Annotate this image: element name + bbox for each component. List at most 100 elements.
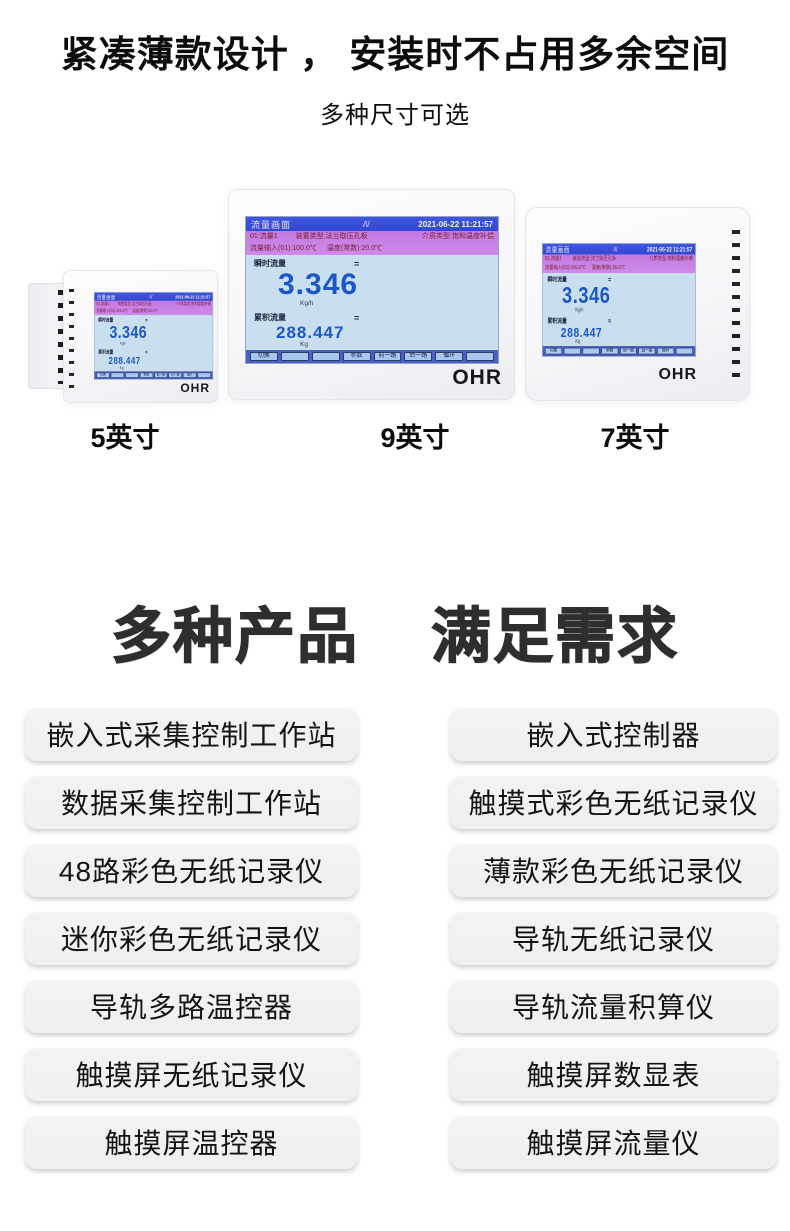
flow-input-label: 流量输入(01):100.0℃ [96, 309, 128, 314]
total-flow-unit: Kg [300, 341, 308, 348]
flow-input-label: 流量输入(01):100.0℃ [545, 265, 586, 271]
total-flow-row: 累积流量 = [98, 349, 209, 356]
info-row-2: 流量输入(01):100.0℃ 温度(常数):20.0℃ [96, 308, 210, 315]
blank-button [311, 352, 340, 361]
size-label-9inch: 9英寸 [380, 423, 450, 453]
screen-info-band: 01:流量1 装置类型:法兰取压孔板 介质类型:饱和温度补偿 流量输入(01):… [542, 254, 696, 273]
blank-button [125, 372, 139, 378]
product-button-din-rail-flow-totalizer[interactable]: 导轨流量积算仪 [450, 979, 777, 1033]
screen-datetime: 2021-06-22 11:21:57 [646, 245, 693, 253]
total-flow-row: 累积流量 = [547, 317, 690, 325]
device-9inch: 流量画面 N 2021-06-22 11:21:57 01:流量1 装置类型:法… [228, 189, 515, 400]
medium-type-label: 介质类型:饱和温度补偿 [649, 256, 693, 262]
device-type-label: 装置类型:法兰取压孔板 [572, 256, 617, 262]
ohr-logo: OHR [658, 366, 697, 383]
product-button-touchscreen-digital-display[interactable]: 触摸屏数显表 [450, 1047, 777, 1101]
info-row-2: 流量输入(01):100.0℃ 温度(常数):20.0℃ [545, 264, 693, 273]
product-button-touch-color-paperless-recorder[interactable]: 触摸式彩色无纸记录仪 [450, 775, 777, 829]
params-button: 参数 [342, 352, 371, 361]
product-button-embedded-controller[interactable]: 嵌入式控制器 [450, 707, 777, 761]
section-heading-right: 满足需求 [430, 602, 679, 670]
product-button-din-rail-multichannel-temp-controller[interactable]: 导轨多路温控器 [25, 979, 358, 1033]
product-column-left: 嵌入式采集控制工作站 数据采集控制工作站 48路彩色无纸记录仪 迷你彩色无纸记录… [25, 707, 358, 1169]
instant-flow-label: 瞬时流量 [254, 259, 286, 268]
devices-showcase: 流量画面 N 2021-06-22 11:21:57 01:流量1 装置类型:法… [0, 0, 790, 470]
brand-mark-icon: N [362, 219, 371, 229]
params-button: 参数 [601, 347, 619, 355]
equals-icon: = [608, 275, 612, 284]
instant-flow-unit: Kg/h [575, 307, 584, 313]
device-screen: 流量画面 N 2021-06-22 11:21:57 01:流量1 装置类型:法… [542, 243, 696, 357]
product-button-embedded-acquisition-workstation[interactable]: 嵌入式采集控制工作站 [25, 707, 358, 761]
terminal-pins [58, 290, 65, 384]
info-row-1: 01:流量1 装置类型:法兰取压孔板 介质类型:饱和温度补偿 [96, 301, 210, 308]
total-flow-row: 累积流量 = [254, 312, 490, 323]
product-button-touchscreen-temp-controller[interactable]: 触摸屏温控器 [25, 1115, 358, 1169]
instant-flow-value: 3.346 [109, 322, 148, 343]
temperature-label: 温度(常数):20.0℃ [326, 245, 383, 252]
instant-flow-unit: Kg/h [119, 341, 127, 346]
total-flow-label: 累积流量 [254, 313, 286, 322]
total-flow-label: 累积流量 [98, 349, 114, 355]
temperature-label: 温度(常数):20.0℃ [132, 309, 159, 314]
product-button-48ch-color-paperless-recorder[interactable]: 48路彩色无纸记录仪 [25, 843, 358, 897]
screen-header-bar: 流量画面 N 2021-06-22 11:21:57 [94, 292, 213, 301]
product-column-right: 嵌入式控制器 触摸式彩色无纸记录仪 薄款彩色无纸记录仪 导轨无纸记录仪 导轨流量… [450, 707, 777, 1169]
blank-button [466, 352, 494, 361]
blank-button [197, 372, 211, 378]
instant-flow-row: 瞬时流量 = [254, 258, 490, 269]
device-type-label: 装置类型:法兰取压孔板 [117, 302, 152, 307]
equals-icon: = [608, 317, 612, 325]
equals-icon: = [145, 349, 148, 356]
screen-main-area: 瞬时流量 = 3.346 Kg/h 累积流量 = 288.447 Kg [543, 273, 696, 346]
product-button-mini-color-paperless-recorder[interactable]: 迷你彩色无纸记录仪 [25, 911, 358, 965]
screen-datetime: 2021-06-22 11:21:57 [175, 294, 211, 300]
product-button-touchscreen-flow-meter[interactable]: 触摸屏流量仪 [450, 1115, 777, 1169]
screen-title: 流量画面 [96, 294, 116, 300]
screen-info-band: 01:流量1 装置类型:法兰取压孔板 介质类型:饱和温度补偿 流量输入(01):… [94, 300, 213, 316]
switch-button: 切换 [250, 352, 278, 361]
product-button-din-rail-paperless-recorder[interactable]: 导轨无纸记录仪 [450, 911, 777, 965]
equals-icon: = [145, 317, 148, 324]
product-button-slim-color-paperless-recorder[interactable]: 薄款彩色无纸记录仪 [450, 843, 777, 897]
screen-datetime: 2021-06-22 11:21:57 [418, 219, 493, 229]
instant-flow-label: 瞬时流量 [98, 317, 114, 323]
blank-button [676, 347, 693, 355]
channel-label: 01:流量1 [545, 256, 562, 262]
screen-info-band: 01:流量1 装置类型:法兰取压孔板 介质类型:饱和温度补偿 流量输入(01):… [246, 231, 498, 255]
instant-flow-label: 瞬时流量 [547, 276, 567, 283]
device-5inch: 流量画面 N 2021-06-22 11:21:57 01:流量1 装置类型:法… [63, 270, 218, 403]
device-9inch-screen-slot: 流量画面 N 2021-06-22 11:21:57 01:流量1 装置类型:法… [245, 216, 499, 364]
next-channel-button: 后一路 [404, 352, 433, 361]
instant-flow-value: 3.346 [278, 268, 359, 301]
size-label-5inch: 5英寸 [90, 423, 160, 453]
screen-main-area: 瞬时流量 = 3.346 Kg/h 累积流量 = 288.447 Kg [94, 315, 212, 371]
params-button: 参数 [139, 372, 153, 378]
info-row-2: 流量输入(01):100.0℃ 温度(常数):20.0℃ [250, 243, 494, 255]
brand-mark-icon: N [613, 245, 618, 253]
switch-button: 切换 [96, 372, 110, 378]
device-type-label: 装置类型:法兰取压孔板 [295, 233, 368, 240]
product-button-touchscreen-paperless-recorder[interactable]: 触摸屏无纸记录仪 [25, 1047, 358, 1101]
prev-channel-button: 前一路 [154, 372, 168, 378]
medium-type-label: 介质类型:饱和温度补偿 [177, 302, 211, 307]
device-7inch: 流量画面 N 2021-06-22 11:21:57 01:流量1 装置类型:法… [525, 207, 750, 401]
prev-channel-button: 前一路 [373, 352, 402, 361]
blank-button [563, 347, 581, 355]
switch-button: 切换 [545, 347, 562, 355]
total-flow-label: 累积流量 [547, 317, 567, 325]
product-button-data-acquisition-workstation[interactable]: 数据采集控制工作站 [25, 775, 358, 829]
section-heading: 多种产品 满足需求 [0, 588, 790, 675]
temperature-label: 温度(常数):20.0℃ [591, 265, 626, 271]
page-subtitle: 多种尺寸可选 [320, 102, 470, 129]
screen-main-area: 瞬时流量 = 3.346 Kg/h 累积流量 = 288.447 Kg [246, 255, 498, 350]
total-flow-value: 288.447 [276, 323, 345, 342]
ohr-logo: OHR [180, 381, 210, 395]
device-5inch-screen-slot: 流量画面 N 2021-06-22 11:21:57 01:流量1 装置类型:法… [94, 292, 348, 440]
screen-header-bar: 流量画面 N 2021-06-22 11:21:57 [246, 217, 498, 231]
medium-type-label: 介质类型:饱和温度补偿 [422, 233, 494, 240]
instant-flow-value: 3.346 [561, 282, 611, 309]
total-flow-value: 288.447 [560, 325, 603, 340]
blank-button [582, 347, 600, 355]
